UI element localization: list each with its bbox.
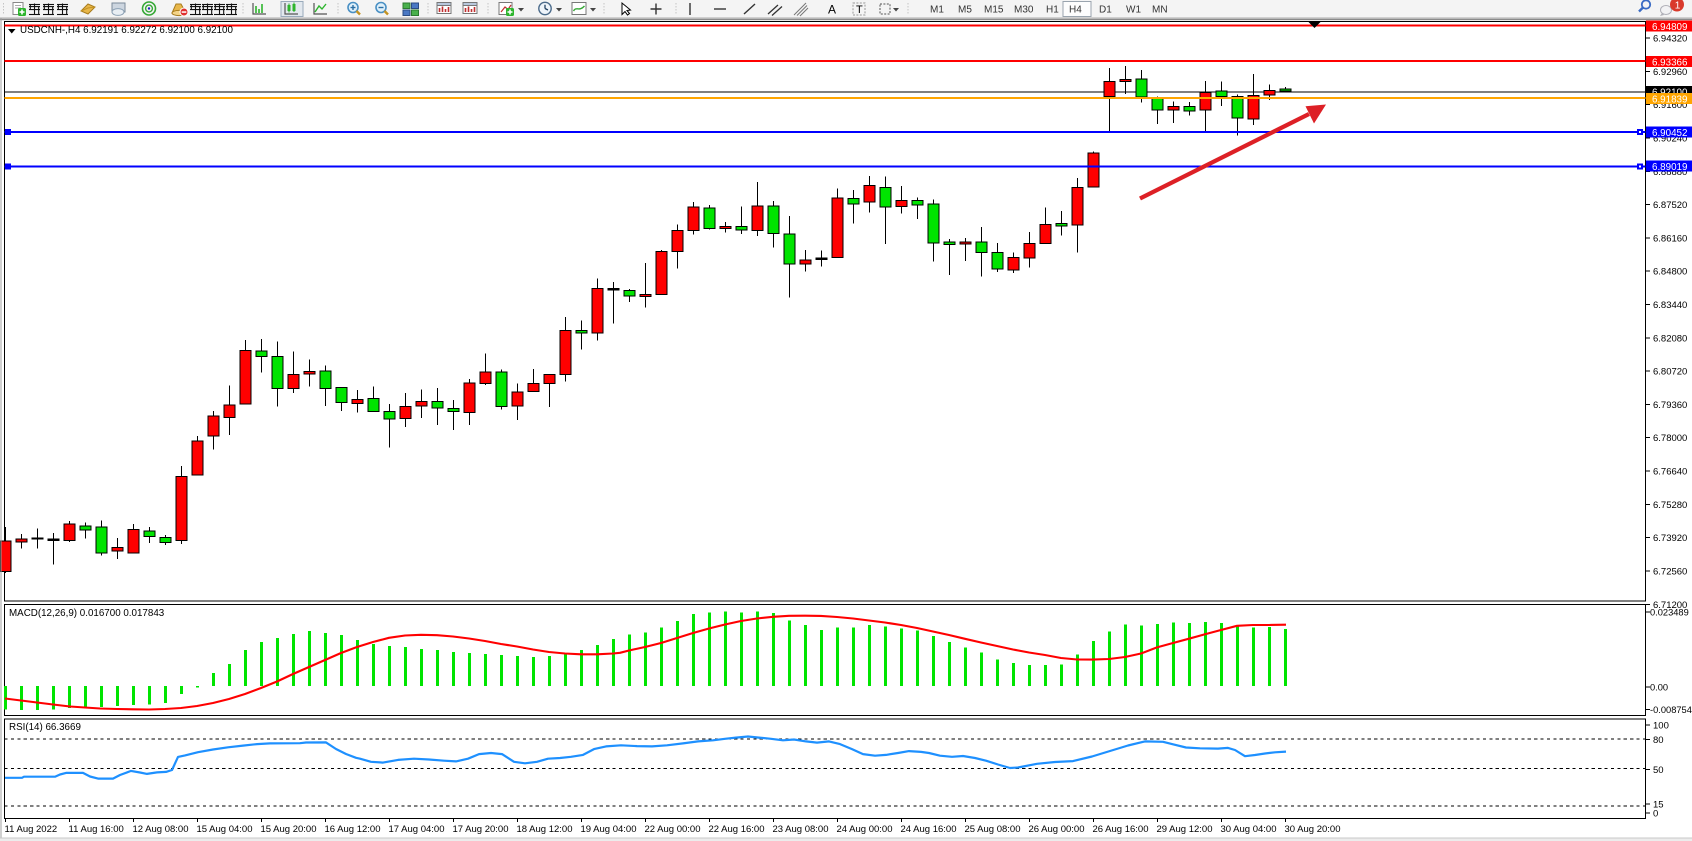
- svg-text:0.023489: 0.023489: [1650, 608, 1689, 618]
- svg-text:6.72560: 6.72560: [1653, 567, 1687, 578]
- svg-text:22 Aug 00:00: 22 Aug 00:00: [645, 824, 701, 835]
- svg-text:15 Aug 20:00: 15 Aug 20:00: [261, 824, 317, 835]
- svg-text:M5: M5: [958, 5, 972, 16]
- svg-text:17 Aug 20:00: 17 Aug 20:00: [453, 824, 509, 835]
- svg-text:0: 0: [1653, 809, 1658, 820]
- svg-text:6.87520: 6.87520: [1653, 200, 1687, 211]
- svg-text:6.75280: 6.75280: [1653, 500, 1687, 511]
- svg-text:6.91600: 6.91600: [1653, 100, 1687, 111]
- svg-text:11 Aug 16:00: 11 Aug 16:00: [69, 824, 124, 835]
- svg-text:6.92100: 6.92100: [1652, 87, 1688, 98]
- svg-text:MACD(12,26,9) 0.016700 0.01784: MACD(12,26,9) 0.016700 0.017843: [9, 608, 165, 619]
- svg-text:12 Aug 08:00: 12 Aug 08:00: [133, 824, 189, 835]
- svg-text:30 Aug 04:00: 30 Aug 04:00: [1221, 824, 1277, 835]
- svg-text:T: T: [856, 4, 863, 16]
- svg-text:6.83440: 6.83440: [1653, 300, 1687, 311]
- svg-text:6.91839: 6.91839: [1652, 94, 1687, 105]
- svg-text:MN: MN: [1152, 5, 1168, 16]
- svg-text:6.89019: 6.89019: [1652, 162, 1687, 173]
- svg-text:6.93366: 6.93366: [1652, 57, 1688, 68]
- svg-text:30 Aug 20:00: 30 Aug 20:00: [1285, 824, 1341, 835]
- svg-text:6.86160: 6.86160: [1653, 233, 1687, 244]
- svg-text:6.90452: 6.90452: [1652, 128, 1687, 139]
- svg-text:100: 100: [1653, 721, 1669, 732]
- svg-text:25 Aug 08:00: 25 Aug 08:00: [965, 824, 1021, 835]
- svg-text:6.71200: 6.71200: [1653, 600, 1687, 611]
- svg-text:H1: H1: [1046, 5, 1059, 16]
- svg-text:A: A: [828, 3, 836, 17]
- svg-text:6.94809: 6.94809: [1652, 22, 1687, 33]
- svg-text:6.88880: 6.88880: [1653, 167, 1687, 178]
- svg-text:18 Aug 12:00: 18 Aug 12:00: [517, 824, 573, 835]
- svg-text:6.90240: 6.90240: [1653, 134, 1687, 145]
- svg-text:24 Aug 00:00: 24 Aug 00:00: [837, 824, 893, 835]
- svg-text:6.76640: 6.76640: [1653, 467, 1687, 478]
- svg-text:15 Aug 04:00: 15 Aug 04:00: [197, 824, 253, 835]
- svg-text:19 Aug 04:00: 19 Aug 04:00: [581, 824, 637, 835]
- svg-text:23 Aug 08:00: 23 Aug 08:00: [773, 824, 829, 835]
- svg-text:1: 1: [1675, 1, 1681, 12]
- svg-text:USDCNH-,H4 6.92191 6.92272 6.: USDCNH-,H4 6.92191 6.92272 6.92100 6.921…: [20, 25, 234, 36]
- svg-text:22 Aug 16:00: 22 Aug 16:00: [709, 824, 765, 835]
- svg-text:-0.008754: -0.008754: [1650, 705, 1692, 715]
- svg-text:M1: M1: [930, 5, 944, 16]
- svg-text:6.79360: 6.79360: [1653, 400, 1687, 411]
- svg-text:6.73920: 6.73920: [1653, 533, 1687, 544]
- svg-text:80: 80: [1653, 735, 1664, 746]
- svg-text:6.92960: 6.92960: [1653, 67, 1687, 78]
- svg-text:29 Aug 12:00: 29 Aug 12:00: [1157, 824, 1213, 835]
- svg-text:15: 15: [1653, 800, 1664, 811]
- svg-text:24 Aug 16:00: 24 Aug 16:00: [901, 824, 957, 835]
- svg-text:17 Aug 04:00: 17 Aug 04:00: [389, 824, 445, 835]
- svg-text:6.78000: 6.78000: [1653, 433, 1687, 444]
- svg-text:26 Aug 16:00: 26 Aug 16:00: [1093, 824, 1149, 835]
- svg-text:RSI(14) 66.3669: RSI(14) 66.3669: [9, 722, 81, 733]
- svg-text:D1: D1: [1099, 5, 1112, 16]
- svg-text:26 Aug 00:00: 26 Aug 00:00: [1029, 824, 1085, 835]
- svg-text:11 Aug 2022: 11 Aug 2022: [5, 824, 58, 835]
- svg-text:50: 50: [1653, 765, 1664, 776]
- svg-text:6.80720: 6.80720: [1653, 367, 1687, 378]
- svg-text:0.00: 0.00: [1650, 683, 1668, 693]
- svg-text:6.94320: 6.94320: [1653, 34, 1687, 45]
- svg-text:W1: W1: [1126, 5, 1141, 16]
- svg-text:M15: M15: [984, 5, 1004, 16]
- svg-text:6.84800: 6.84800: [1653, 267, 1687, 278]
- svg-text:16 Aug 12:00: 16 Aug 12:00: [325, 824, 381, 835]
- svg-text:6.82080: 6.82080: [1653, 333, 1687, 344]
- svg-text:M30: M30: [1014, 5, 1034, 16]
- svg-text:H4: H4: [1069, 5, 1082, 16]
